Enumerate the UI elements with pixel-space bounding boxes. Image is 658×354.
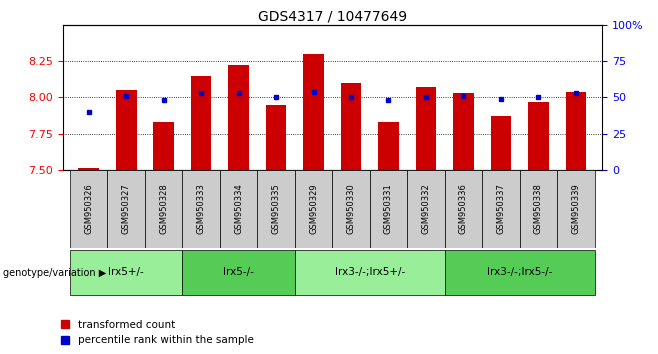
FancyBboxPatch shape (257, 170, 295, 248)
FancyBboxPatch shape (370, 170, 407, 248)
FancyBboxPatch shape (520, 170, 557, 248)
FancyBboxPatch shape (482, 170, 520, 248)
Text: GSM950333: GSM950333 (197, 183, 206, 234)
Bar (341, 83, 361, 170)
FancyBboxPatch shape (220, 170, 257, 248)
Bar (153, 122, 174, 170)
Text: GSM950334: GSM950334 (234, 183, 243, 234)
Text: GSM950337: GSM950337 (496, 183, 505, 234)
FancyBboxPatch shape (182, 170, 220, 248)
Text: GSM950331: GSM950331 (384, 183, 393, 234)
Bar (528, 102, 549, 170)
Text: GSM950332: GSM950332 (422, 183, 430, 234)
Text: GSM950326: GSM950326 (84, 183, 93, 234)
Text: lrx3-/-;lrx5+/-: lrx3-/-;lrx5+/- (335, 267, 405, 276)
Legend: transformed count, percentile rank within the sample: transformed count, percentile rank withi… (61, 320, 254, 345)
FancyBboxPatch shape (70, 170, 107, 248)
Text: GSM950335: GSM950335 (272, 183, 280, 234)
Text: GSM950339: GSM950339 (571, 183, 580, 234)
Bar (565, 92, 586, 170)
Title: GDS4317 / 10477649: GDS4317 / 10477649 (258, 10, 407, 24)
Bar (453, 93, 474, 170)
Text: GSM950328: GSM950328 (159, 183, 168, 234)
Text: GSM950336: GSM950336 (459, 183, 468, 234)
Bar (266, 104, 286, 170)
FancyBboxPatch shape (332, 170, 370, 248)
Bar (78, 169, 99, 170)
FancyBboxPatch shape (445, 170, 482, 248)
Text: GSM950330: GSM950330 (347, 183, 355, 234)
FancyBboxPatch shape (182, 250, 295, 295)
FancyBboxPatch shape (295, 250, 445, 295)
FancyBboxPatch shape (407, 170, 445, 248)
Text: GSM950327: GSM950327 (122, 183, 131, 234)
Bar (228, 65, 249, 170)
Bar (116, 90, 136, 170)
Text: lrx5+/-: lrx5+/- (109, 267, 144, 276)
FancyBboxPatch shape (107, 170, 145, 248)
Text: GSM950329: GSM950329 (309, 183, 318, 234)
FancyBboxPatch shape (70, 250, 182, 295)
Text: lrx3-/-;lrx5-/-: lrx3-/-;lrx5-/- (487, 267, 552, 276)
Bar (303, 54, 324, 170)
FancyBboxPatch shape (557, 170, 595, 248)
FancyBboxPatch shape (295, 170, 332, 248)
Bar (416, 87, 436, 170)
Bar (378, 122, 399, 170)
FancyBboxPatch shape (145, 170, 182, 248)
Bar (491, 116, 511, 170)
Text: genotype/variation ▶: genotype/variation ▶ (3, 268, 107, 278)
Text: lrx5-/-: lrx5-/- (223, 267, 254, 276)
FancyBboxPatch shape (445, 250, 595, 295)
Bar (191, 75, 211, 170)
Text: GSM950338: GSM950338 (534, 183, 543, 234)
